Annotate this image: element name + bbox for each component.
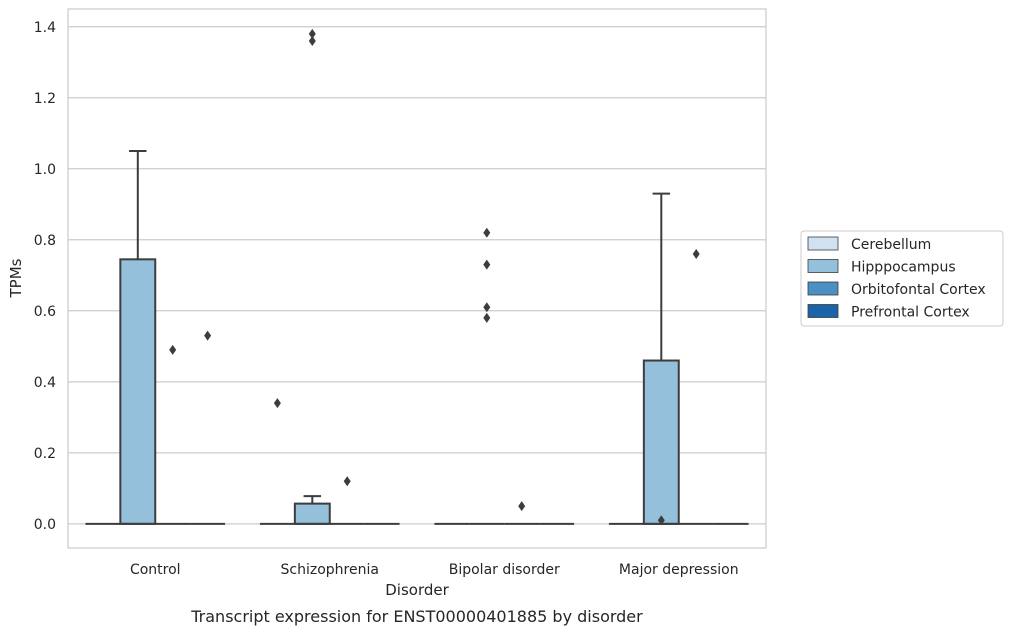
outlier-point [308,28,316,39]
outlier-point [657,515,665,526]
y-tick-label: 0.2 [34,446,56,462]
box-major-depression-hipppocampus [642,192,680,526]
legend-swatch [807,236,839,251]
box-plot-area [85,28,749,526]
box-body [642,359,680,525]
box-major-depression-orbitofontal-cortex [678,249,714,525]
legend-label: Prefrontal Cortex [851,305,970,321]
x-tick-label-schizophrenia: Schizophrenia [281,562,379,578]
chart-caption: Transcript expression for ENST0000040188… [190,607,643,626]
x-axis: Control Schizophrenia Bipolar disorder Majo… [130,562,739,578]
legend-label: Hipppocampus [851,260,956,276]
box-control-hipppocampus [119,150,157,525]
box-body [293,502,331,525]
y-tick-label: 0.8 [34,233,56,249]
box-bipolar-disorder-hipppocampus [469,227,505,525]
legend-item-hipppocampus: Hipppocampus [807,259,956,276]
legend-label: Orbitofontal Cortex [851,282,986,298]
y-tick-label: 0.4 [34,375,56,391]
x-tick-label-control: Control [130,562,181,578]
box-schizophrenia-hipppocampus [293,28,331,525]
y-tick-label: 1.2 [34,91,56,107]
y-axis-title: TPMs [7,258,25,298]
y-tick-label: 1.4 [34,20,56,36]
legend-item-prefrontal-cortex: Prefrontal Cortex [807,304,970,321]
legend-label: Cerebellum [851,237,931,253]
outlier-point [692,249,700,259]
outlier-point [483,227,491,238]
outlier-point [343,476,351,487]
outlier-point [273,398,281,409]
legend-item-cerebellum: Cerebellum [807,236,931,253]
legend-item-orbitofontal-cortex: Orbitofontal Cortex [807,281,986,298]
box-schizophrenia-orbitofontal-cortex [329,476,365,525]
box-bipolar-disorder-orbitofontal-cortex [504,501,540,525]
x-tick-label-bipolar-disorder: Bipolar disorder [449,562,560,578]
legend-swatch [807,281,839,296]
y-tick-label: 1.0 [34,162,56,178]
plot-frame [67,8,767,549]
outlier-point [483,302,491,313]
outlier-point [483,259,491,270]
legend-swatch [807,259,839,273]
legend-swatch [807,304,839,318]
grid-lines [68,26,766,525]
outlier-point [483,312,491,323]
outlier-point [204,330,212,341]
outlier-point [169,344,177,355]
box-control-prefrontal-cortex [190,330,226,525]
legend-frame [800,230,1004,327]
box-control-orbitofontal-cortex [155,344,191,525]
y-axis: 0.0 0.2 0.4 0.6 0.8 1.0 1.2 1.4 [34,20,56,533]
outlier-point [518,501,526,512]
legend: Cerebellum Hipppocampus Orbitofontal Corte… [800,230,1004,327]
y-tick-label: 0.6 [34,304,56,320]
box-schizophrenia-cerebellum [259,398,295,525]
y-tick-label: 0.0 [34,517,56,533]
box-body [119,258,157,525]
outlier-point [308,35,316,46]
x-tick-label-major-depression: Major depression [619,562,739,578]
x-axis-title: Disorder [385,581,449,599]
